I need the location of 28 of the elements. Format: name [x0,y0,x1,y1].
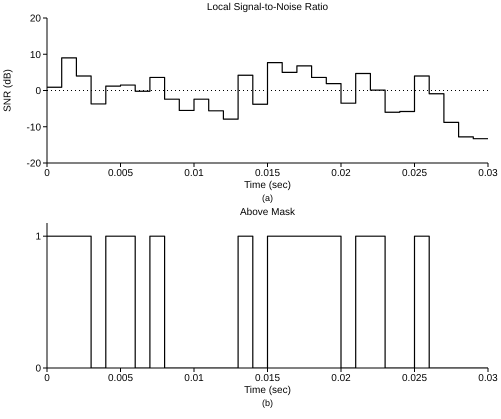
x-tick-label: 0.025 [402,168,428,180]
x-tick-label: 0.03 [478,373,498,384]
x-tick-label: 0.005 [108,373,134,384]
y-tick-label: 20 [30,14,42,25]
text: (a) [261,193,274,203]
chart-title: Above Mask [238,207,296,218]
x-axis-title: Time (sec) [244,180,291,192]
x-tick-label: 0 [44,373,50,384]
x-tick-label: 0.02 [331,168,352,180]
x-tick-label: 0.01 [184,373,204,384]
y-tick-label: -20 [26,158,42,170]
x-tick-label: 0.01 [184,168,204,180]
y-tick-label: 10 [30,50,42,61]
x-tick-label: 0.005 [108,168,134,180]
text: (b) [261,398,274,408]
y-tick-label: -10 [26,122,42,134]
x-tick-label: 0.025 [402,373,428,384]
chart-title: Local Signal-to-Noise Ratio [206,2,330,13]
x-tick-label: 0.015 [254,168,280,180]
x-tick-label: 0.03 [478,168,498,180]
y-tick-label: 0 [35,364,42,375]
x-tick-label: 0 [44,168,50,180]
x-tick-label: 0.015 [254,373,280,384]
x-axis-title: Time (sec) [244,385,291,396]
y-tick-label: 0 [35,86,42,98]
y-tick-label: 1 [35,232,42,243]
x-tick-label: 0.02 [331,373,352,384]
y-axis-title: SNR (dB) [2,69,14,112]
